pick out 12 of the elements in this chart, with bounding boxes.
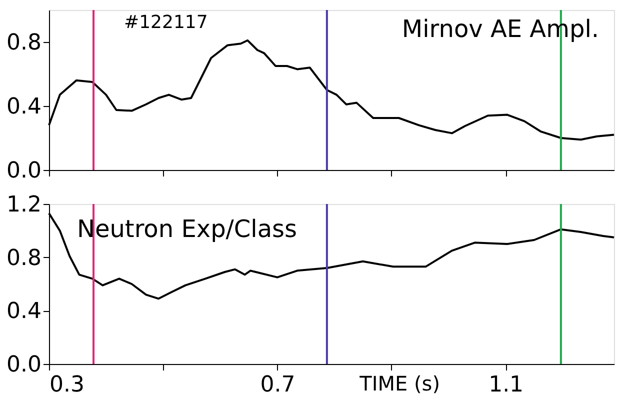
y-tick-label: 0.8 [6,246,42,271]
y-tick-label: 0.0 [6,352,42,378]
y-tick-label: 0.8 [6,30,42,56]
y-tick-label: 0.4 [6,94,42,120]
y-tick-label: 0.4 [6,299,42,324]
y-tick-label: 1.2 [6,192,42,218]
y-tick-label: 0.0 [6,158,42,184]
x-tick-label: 1.1 [488,372,524,398]
annotation: #122117 [124,12,208,33]
x-axis-title: TIME (s) [358,372,440,396]
x-tick-label: 0.3 [50,372,84,398]
x-tick-label: 0.7 [260,372,296,398]
